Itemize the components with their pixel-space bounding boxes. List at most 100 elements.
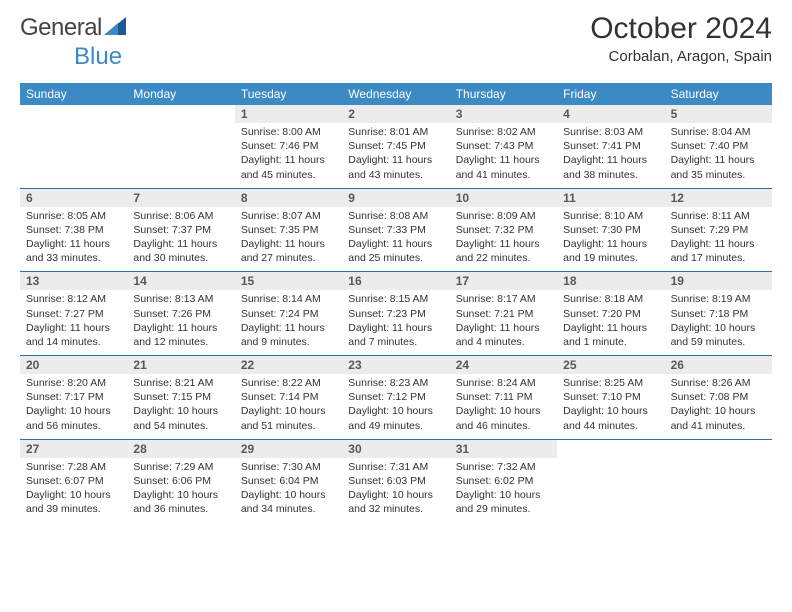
- day-cell: 5Sunrise: 8:04 AMSunset: 7:40 PMDaylight…: [665, 105, 772, 188]
- day-cell: 20Sunrise: 8:20 AMSunset: 7:17 PMDayligh…: [20, 356, 127, 439]
- day-cell: 16Sunrise: 8:15 AMSunset: 7:23 PMDayligh…: [342, 272, 449, 355]
- day-number: 7: [127, 189, 234, 207]
- day-number: 26: [665, 356, 772, 374]
- month-title: October 2024: [590, 14, 772, 44]
- day-info: Sunrise: 8:14 AMSunset: 7:24 PMDaylight:…: [235, 290, 342, 355]
- day-info: Sunrise: 8:04 AMSunset: 7:40 PMDaylight:…: [665, 123, 772, 188]
- day-number: 15: [235, 272, 342, 290]
- day-cell: 25Sunrise: 8:25 AMSunset: 7:10 PMDayligh…: [557, 356, 664, 439]
- day-number: 13: [20, 272, 127, 290]
- week-row: 13Sunrise: 8:12 AMSunset: 7:27 PMDayligh…: [20, 272, 772, 356]
- brand-triangle-icon: [104, 14, 126, 42]
- day-cell: 30Sunrise: 7:31 AMSunset: 6:03 PMDayligh…: [342, 440, 449, 523]
- location-label: Corbalan, Aragon, Spain: [590, 48, 772, 65]
- day-info: Sunrise: 8:11 AMSunset: 7:29 PMDaylight:…: [665, 207, 772, 272]
- weekday-header-sunday: Sunday: [20, 83, 127, 105]
- day-number: 3: [450, 105, 557, 123]
- day-cell: 6Sunrise: 8:05 AMSunset: 7:38 PMDaylight…: [20, 189, 127, 272]
- weekday-header-saturday: Saturday: [665, 83, 772, 105]
- weekday-header-monday: Monday: [127, 83, 234, 105]
- week-row: 1Sunrise: 8:00 AMSunset: 7:46 PMDaylight…: [20, 105, 772, 189]
- day-cell: 19Sunrise: 8:19 AMSunset: 7:18 PMDayligh…: [665, 272, 772, 355]
- day-cell: 23Sunrise: 8:23 AMSunset: 7:12 PMDayligh…: [342, 356, 449, 439]
- day-info: Sunrise: 8:02 AMSunset: 7:43 PMDaylight:…: [450, 123, 557, 188]
- day-info: Sunrise: 7:31 AMSunset: 6:03 PMDaylight:…: [342, 458, 449, 523]
- day-number: 4: [557, 105, 664, 123]
- day-number: 10: [450, 189, 557, 207]
- day-cell: 22Sunrise: 8:22 AMSunset: 7:14 PMDayligh…: [235, 356, 342, 439]
- weekday-header-tuesday: Tuesday: [235, 83, 342, 105]
- brand-name-part1: General: [20, 14, 102, 42]
- day-cell: 9Sunrise: 8:08 AMSunset: 7:33 PMDaylight…: [342, 189, 449, 272]
- day-cell: 24Sunrise: 8:24 AMSunset: 7:11 PMDayligh…: [450, 356, 557, 439]
- day-number: [557, 440, 664, 458]
- brand-logo: General: [20, 14, 128, 42]
- day-info: Sunrise: 7:32 AMSunset: 6:02 PMDaylight:…: [450, 458, 557, 523]
- day-info: Sunrise: 8:21 AMSunset: 7:15 PMDaylight:…: [127, 374, 234, 439]
- day-info: Sunrise: 8:25 AMSunset: 7:10 PMDaylight:…: [557, 374, 664, 439]
- day-info: [127, 123, 234, 131]
- day-cell: 2Sunrise: 8:01 AMSunset: 7:45 PMDaylight…: [342, 105, 449, 188]
- day-number: 25: [557, 356, 664, 374]
- day-info: Sunrise: 8:26 AMSunset: 7:08 PMDaylight:…: [665, 374, 772, 439]
- day-info: Sunrise: 8:15 AMSunset: 7:23 PMDaylight:…: [342, 290, 449, 355]
- day-cell: 28Sunrise: 7:29 AMSunset: 6:06 PMDayligh…: [127, 440, 234, 523]
- day-info: Sunrise: 8:13 AMSunset: 7:26 PMDaylight:…: [127, 290, 234, 355]
- day-cell: 7Sunrise: 8:06 AMSunset: 7:37 PMDaylight…: [127, 189, 234, 272]
- day-number: 23: [342, 356, 449, 374]
- day-info: Sunrise: 8:20 AMSunset: 7:17 PMDaylight:…: [20, 374, 127, 439]
- day-number: 19: [665, 272, 772, 290]
- day-cell: [20, 105, 127, 188]
- day-number: 6: [20, 189, 127, 207]
- day-number: 8: [235, 189, 342, 207]
- day-number: 29: [235, 440, 342, 458]
- day-cell: 29Sunrise: 7:30 AMSunset: 6:04 PMDayligh…: [235, 440, 342, 523]
- day-info: Sunrise: 8:22 AMSunset: 7:14 PMDaylight:…: [235, 374, 342, 439]
- day-info: Sunrise: 8:19 AMSunset: 7:18 PMDaylight:…: [665, 290, 772, 355]
- day-number: 18: [557, 272, 664, 290]
- day-cell: 31Sunrise: 7:32 AMSunset: 6:02 PMDayligh…: [450, 440, 557, 523]
- day-info: [20, 123, 127, 131]
- day-cell: 10Sunrise: 8:09 AMSunset: 7:32 PMDayligh…: [450, 189, 557, 272]
- day-number: [20, 105, 127, 123]
- day-number: 21: [127, 356, 234, 374]
- day-number: [665, 440, 772, 458]
- day-info: Sunrise: 8:03 AMSunset: 7:41 PMDaylight:…: [557, 123, 664, 188]
- brand-name-part2: Blue: [74, 43, 122, 70]
- day-number: 20: [20, 356, 127, 374]
- day-cell: 3Sunrise: 8:02 AMSunset: 7:43 PMDaylight…: [450, 105, 557, 188]
- day-info: Sunrise: 8:05 AMSunset: 7:38 PMDaylight:…: [20, 207, 127, 272]
- weekday-header-row: SundayMondayTuesdayWednesdayThursdayFrid…: [20, 83, 772, 105]
- day-cell: 15Sunrise: 8:14 AMSunset: 7:24 PMDayligh…: [235, 272, 342, 355]
- day-cell: 27Sunrise: 7:28 AMSunset: 6:07 PMDayligh…: [20, 440, 127, 523]
- day-info: Sunrise: 7:29 AMSunset: 6:06 PMDaylight:…: [127, 458, 234, 523]
- day-cell: 11Sunrise: 8:10 AMSunset: 7:30 PMDayligh…: [557, 189, 664, 272]
- day-info: Sunrise: 8:18 AMSunset: 7:20 PMDaylight:…: [557, 290, 664, 355]
- day-info: Sunrise: 8:23 AMSunset: 7:12 PMDaylight:…: [342, 374, 449, 439]
- day-info: Sunrise: 8:08 AMSunset: 7:33 PMDaylight:…: [342, 207, 449, 272]
- day-number: 12: [665, 189, 772, 207]
- day-cell: 18Sunrise: 8:18 AMSunset: 7:20 PMDayligh…: [557, 272, 664, 355]
- day-number: 2: [342, 105, 449, 123]
- day-info: Sunrise: 8:07 AMSunset: 7:35 PMDaylight:…: [235, 207, 342, 272]
- weekday-header-friday: Friday: [557, 83, 664, 105]
- day-cell: 8Sunrise: 8:07 AMSunset: 7:35 PMDaylight…: [235, 189, 342, 272]
- weekday-header-thursday: Thursday: [450, 83, 557, 105]
- day-info: Sunrise: 8:01 AMSunset: 7:45 PMDaylight:…: [342, 123, 449, 188]
- day-cell: 14Sunrise: 8:13 AMSunset: 7:26 PMDayligh…: [127, 272, 234, 355]
- day-number: 9: [342, 189, 449, 207]
- day-info: Sunrise: 8:09 AMSunset: 7:32 PMDaylight:…: [450, 207, 557, 272]
- day-cell: [127, 105, 234, 188]
- day-cell: [665, 440, 772, 523]
- day-info: Sunrise: 8:00 AMSunset: 7:46 PMDaylight:…: [235, 123, 342, 188]
- day-number: 27: [20, 440, 127, 458]
- day-cell: 13Sunrise: 8:12 AMSunset: 7:27 PMDayligh…: [20, 272, 127, 355]
- day-info: Sunrise: 7:30 AMSunset: 6:04 PMDaylight:…: [235, 458, 342, 523]
- day-number: 17: [450, 272, 557, 290]
- day-number: 28: [127, 440, 234, 458]
- title-block: October 2024 Corbalan, Aragon, Spain: [590, 14, 772, 65]
- day-number: 1: [235, 105, 342, 123]
- day-number: 22: [235, 356, 342, 374]
- day-cell: 1Sunrise: 8:00 AMSunset: 7:46 PMDaylight…: [235, 105, 342, 188]
- day-info: Sunrise: 8:24 AMSunset: 7:11 PMDaylight:…: [450, 374, 557, 439]
